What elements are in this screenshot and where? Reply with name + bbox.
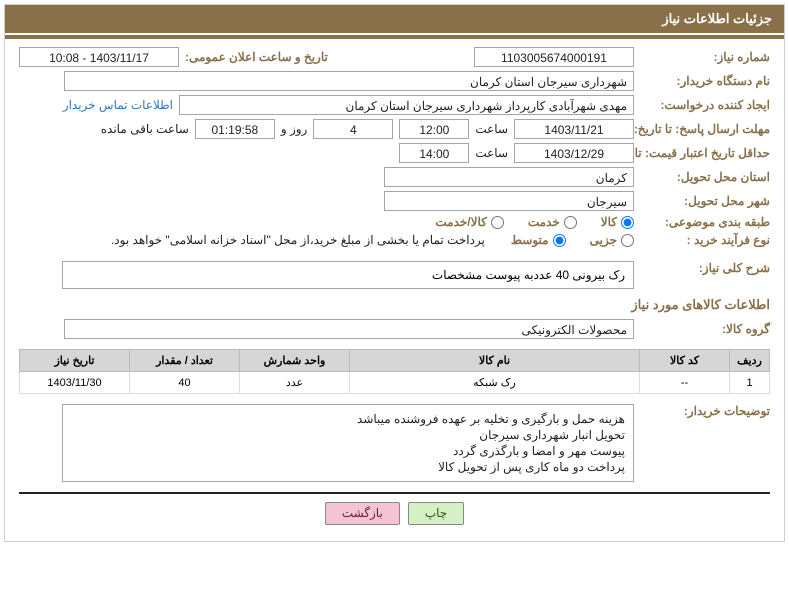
table-row: 1--رک شبکهعدد401403/11/30 — [20, 372, 770, 394]
reply-time-field: 12:00 — [399, 119, 469, 139]
reply-days-label: روز و — [281, 122, 308, 136]
notes-line: هزینه حمل و بارگیری و تخلیه بر عهده فروش… — [71, 411, 625, 427]
category-radio-2[interactable] — [491, 216, 504, 229]
table-header-0: ردیف — [730, 350, 770, 372]
table-header-5: تاریخ نیاز — [20, 350, 130, 372]
category-option-label: کالا/خدمت — [435, 215, 486, 229]
table-cell: 1 — [730, 372, 770, 394]
panel-title: جزئیات اطلاعات نیاز — [662, 11, 772, 26]
process-radio-group: جزیی متوسط — [511, 233, 634, 247]
print-button[interactable]: چاپ — [408, 502, 464, 525]
need-number-label: شماره نیاز: — [640, 50, 770, 64]
table-header-1: کد کالا — [640, 350, 730, 372]
goods-table: ردیفکد کالانام کالاواحد شمارشتعداد / مقد… — [19, 349, 770, 394]
creator-field: مهدی شهرآبادی کارپرداز شهرداری سیرجان اس… — [179, 95, 634, 115]
province-label: استان محل تحویل: — [640, 170, 770, 184]
process-radio-0[interactable] — [621, 234, 634, 247]
goods-section-title: اطلاعات کالاهای مورد نیاز — [19, 297, 770, 313]
goods-group-field: محصولات الکترونیکی — [64, 319, 634, 339]
desc-label: شرح کلی نیاز: — [640, 261, 770, 275]
notes-line: تحویل انبار شهرداری سیرجان — [71, 427, 625, 443]
reply-days-field: 4 — [313, 119, 393, 139]
validity-time-label: ساعت — [475, 146, 508, 160]
footer-divider — [19, 492, 770, 494]
reply-deadline-label: مهلت ارسال پاسخ: تا تاریخ: — [640, 123, 770, 135]
notes-field: هزینه حمل و بارگیری و تخلیه بر عهده فروش… — [62, 404, 634, 482]
category-radio-1[interactable] — [564, 216, 577, 229]
notes-label: توضیحات خریدار: — [640, 404, 770, 418]
city-label: شهر محل تحویل: — [640, 194, 770, 208]
desc-field: رک بیرونی 40 عددبه پیوست مشخصات — [62, 261, 634, 289]
process-label: نوع فرآیند خرید : — [640, 233, 770, 247]
validity-time-field: 14:00 — [399, 143, 469, 163]
table-cell: 1403/11/30 — [20, 372, 130, 394]
validity-label: حداقل تاریخ اعتبار قیمت: تا تاریخ: — [640, 147, 770, 159]
category-option-1[interactable]: خدمت — [528, 215, 577, 229]
process-option-1[interactable]: متوسط — [511, 233, 566, 247]
goods-group-label: گروه کالا: — [640, 322, 770, 336]
table-header-2: نام کالا — [350, 350, 640, 372]
category-label: طبقه بندی موضوعی: — [640, 215, 770, 229]
buyer-contact-link[interactable]: اطلاعات تماس خریدار — [63, 98, 173, 112]
category-option-0[interactable]: کالا — [601, 215, 634, 229]
notes-line: پیوست مهر و امضا و بارگذری گردد — [71, 443, 625, 459]
back-button[interactable]: بازگشت — [325, 502, 400, 525]
category-option-label: کالا — [601, 215, 617, 229]
category-radio-group: کالا خدمت کالا/خدمت — [435, 215, 634, 229]
process-note: پرداخت تمام یا بخشی از مبلغ خرید،از محل … — [111, 233, 485, 247]
table-cell: 40 — [130, 372, 240, 394]
buyer-org-label: نام دستگاه خریدار: — [640, 74, 770, 88]
buyer-org-field: شهرداری سیرجان استان کرمان — [64, 71, 634, 91]
table-cell: رک شبکه — [350, 372, 640, 394]
announce-label: تاریخ و ساعت اعلان عمومی: — [185, 50, 328, 64]
notes-line: پرداخت دو ماه کاری پس از تحویل کالا — [71, 459, 625, 475]
city-field: سیرجان — [384, 191, 634, 211]
reply-date-field: 1403/11/21 — [514, 119, 634, 139]
reply-time-label: ساعت — [475, 122, 508, 136]
panel-header: جزئیات اطلاعات نیاز — [5, 5, 784, 33]
category-radio-0[interactable] — [621, 216, 634, 229]
table-cell: -- — [640, 372, 730, 394]
category-option-label: خدمت — [528, 215, 560, 229]
need-number-field: 1103005674000191 — [474, 47, 634, 67]
table-header-4: تعداد / مقدار — [130, 350, 240, 372]
announce-field: 1403/11/17 - 10:08 — [19, 47, 179, 67]
table-cell: عدد — [240, 372, 350, 394]
category-option-2[interactable]: کالا/خدمت — [435, 215, 503, 229]
creator-label: ایجاد کننده درخواست: — [640, 98, 770, 112]
process-option-label: متوسط — [511, 233, 549, 247]
process-radio-1[interactable] — [553, 234, 566, 247]
process-option-0[interactable]: جزیی — [590, 233, 634, 247]
process-option-label: جزیی — [590, 233, 617, 247]
table-header-3: واحد شمارش — [240, 350, 350, 372]
reply-remain-field: 01:19:58 — [195, 119, 275, 139]
validity-date-field: 1403/12/29 — [514, 143, 634, 163]
province-field: کرمان — [384, 167, 634, 187]
reply-remain-label: ساعت باقی مانده — [101, 122, 189, 136]
